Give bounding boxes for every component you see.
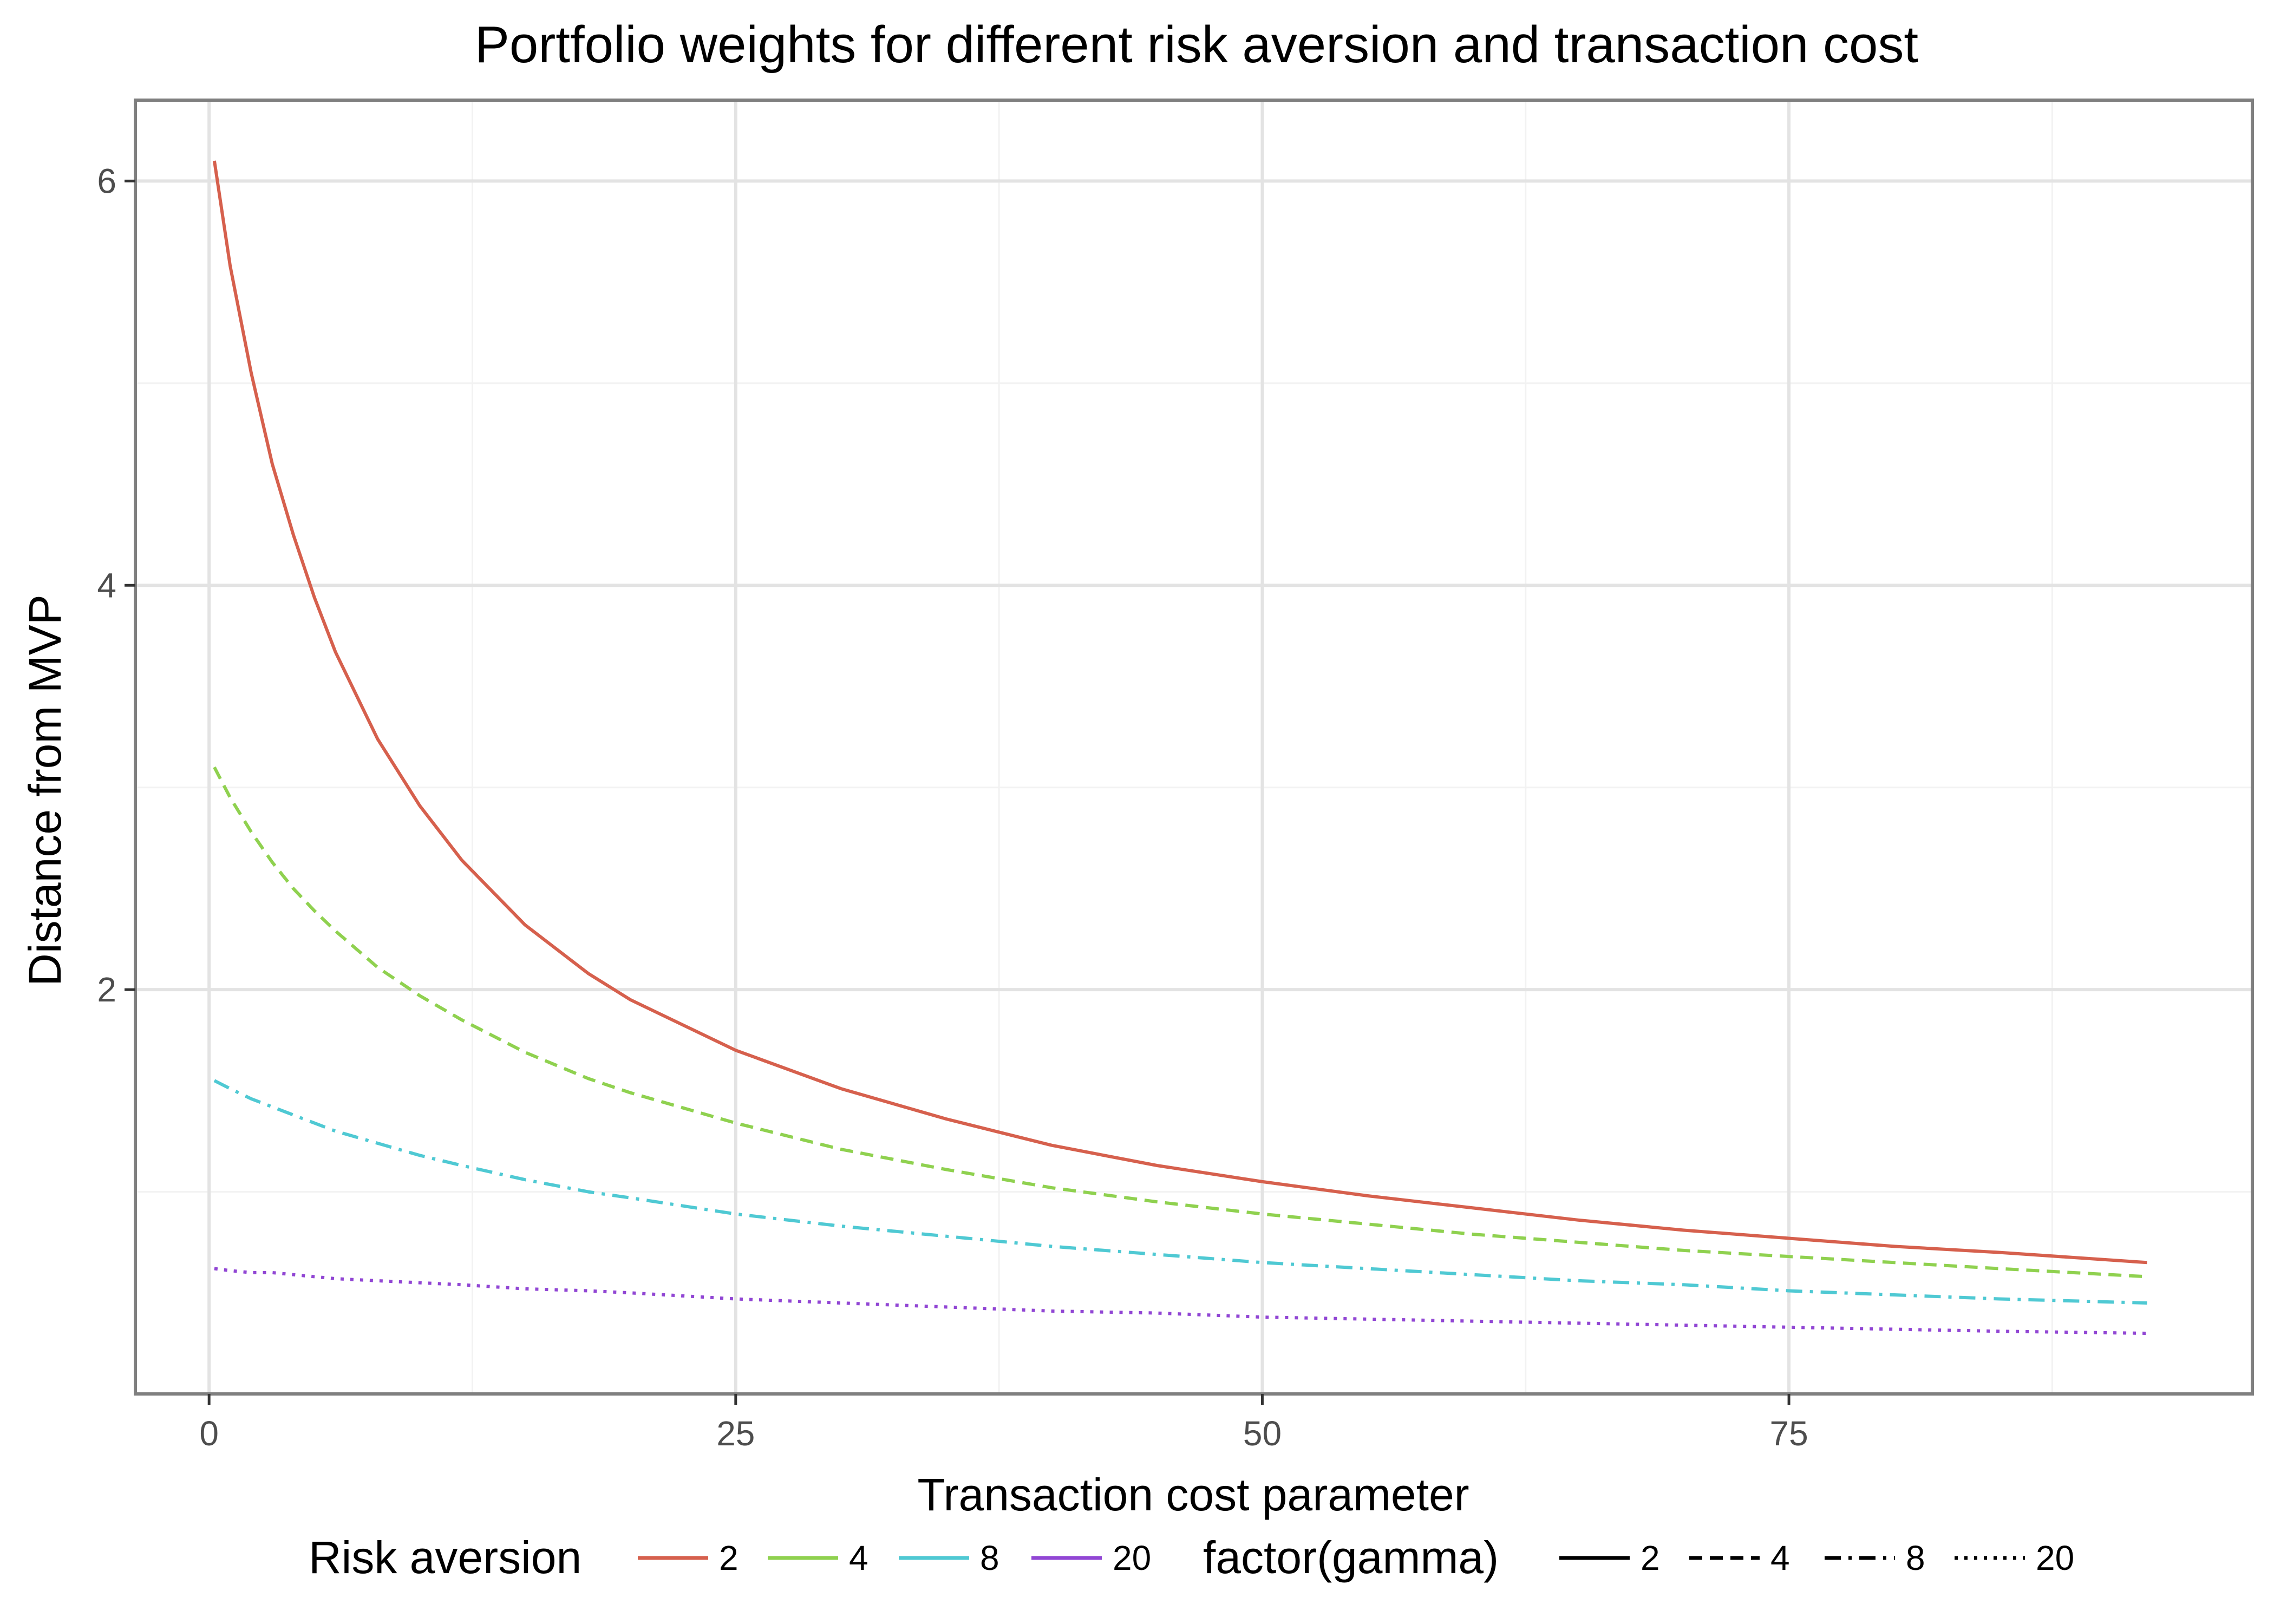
legend: Risk aversion 2 4 8 20 factor(gamma) 2 4 8 20 bbox=[309, 1532, 2074, 1583]
plot-lines bbox=[212, 160, 2147, 1335]
legend-color-label: 4 bbox=[849, 1538, 868, 1577]
chart-title: Portfolio weights for different risk ave… bbox=[475, 16, 1918, 74]
series-line-20 bbox=[214, 1267, 2147, 1335]
legend-color-label: 8 bbox=[980, 1538, 999, 1577]
x-tick-label: 0 bbox=[199, 1414, 219, 1453]
legend-linetype-title: factor(gamma) bbox=[1203, 1532, 1499, 1583]
legend-linetype-label: 2 bbox=[1641, 1538, 1660, 1577]
legend-linetype-label: 20 bbox=[2036, 1538, 2074, 1577]
y-tick-label: 6 bbox=[97, 161, 116, 200]
plot-border bbox=[134, 99, 2254, 1396]
y-axis-title: Distance from MVP bbox=[19, 594, 70, 986]
x-tick-label: 25 bbox=[716, 1414, 755, 1453]
y-tick-label: 2 bbox=[97, 970, 116, 1009]
legend-linetype-label: 4 bbox=[1770, 1538, 1790, 1577]
x-tick-label: 75 bbox=[1769, 1414, 1808, 1453]
plot-grid bbox=[135, 100, 2252, 1394]
y-axis: 2 4 6 bbox=[97, 161, 135, 1009]
series-line-8 bbox=[213, 1079, 2147, 1305]
x-axis: 0 25 50 75 bbox=[199, 1394, 1808, 1453]
y-tick-label: 4 bbox=[97, 566, 116, 605]
legend-color-label: 20 bbox=[1113, 1538, 1151, 1577]
legend-color-label: 2 bbox=[719, 1538, 739, 1577]
legend-linetype-label: 8 bbox=[1906, 1538, 1925, 1577]
series-line-2 bbox=[212, 160, 2147, 1265]
x-axis-title: Transaction cost parameter bbox=[917, 1469, 1469, 1520]
series-line-4 bbox=[213, 766, 2147, 1279]
x-tick-label: 50 bbox=[1243, 1414, 1282, 1453]
legend-color-title: Risk aversion bbox=[309, 1532, 581, 1583]
